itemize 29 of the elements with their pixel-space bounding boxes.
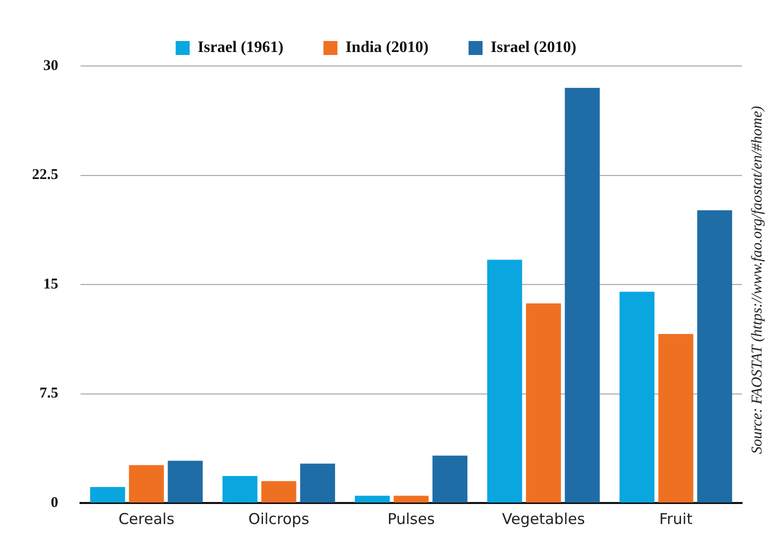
legend-label: Israel (2010) — [490, 39, 576, 56]
bar — [168, 460, 203, 502]
bar — [90, 486, 126, 502]
bar — [394, 496, 429, 502]
y-tick-label: 7.5 — [40, 386, 58, 402]
x-tick-label: Cereals — [118, 510, 175, 528]
y-tick-label: 22.5 — [32, 167, 58, 184]
bar — [354, 496, 390, 502]
bar — [697, 210, 732, 502]
bar — [432, 456, 468, 502]
bar — [300, 464, 336, 502]
bar — [487, 260, 522, 502]
bar — [564, 88, 600, 502]
x-tick-label: Vegetables — [502, 510, 586, 528]
bar — [128, 465, 164, 502]
x-tick-label: Oilcrops — [248, 510, 310, 528]
bar — [261, 481, 296, 502]
y-tick-label: 30 — [43, 58, 58, 74]
bar — [222, 476, 258, 502]
bar — [620, 292, 654, 502]
source-note: Source: FAOSTAT (https://www.fao.org/faostat/en/#home) — [750, 106, 766, 454]
legend-label: Israel (1961) — [198, 39, 284, 56]
y-tick-label: 0 — [50, 494, 58, 511]
bar — [526, 303, 561, 502]
legend-label: India (2010) — [345, 39, 429, 56]
x-tick-label: Pulses — [387, 510, 435, 528]
bar — [658, 334, 694, 502]
y-tick-label: 15 — [43, 276, 58, 292]
x-tick-label: Fruit — [659, 510, 693, 528]
